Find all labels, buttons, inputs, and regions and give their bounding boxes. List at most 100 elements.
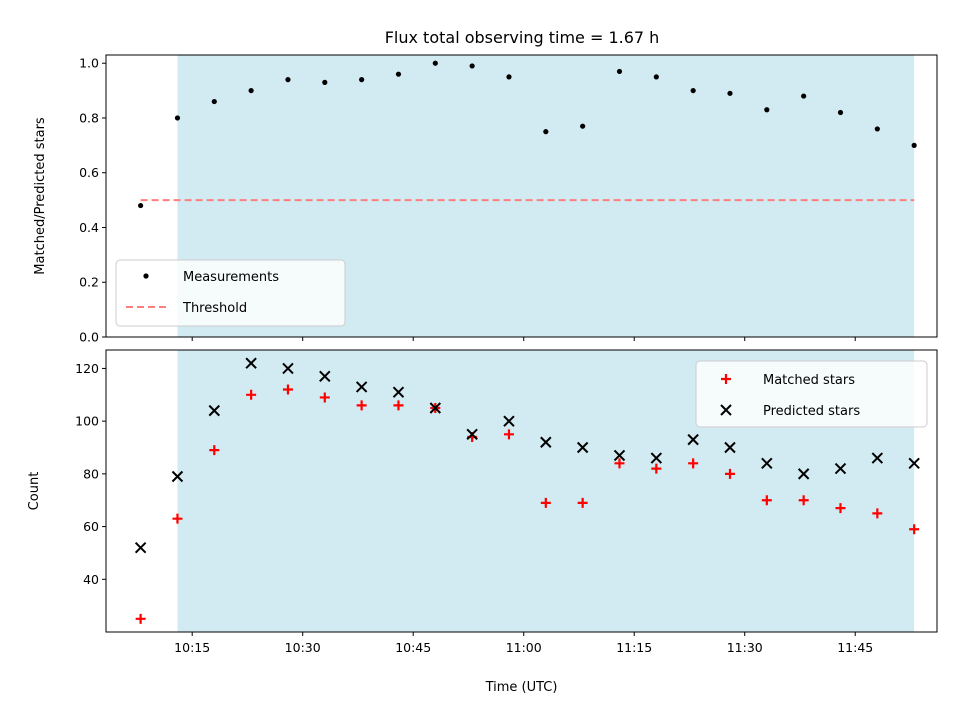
- chart-title: Flux total observing time = 1.67 h: [385, 28, 660, 47]
- measurement-point: [653, 74, 659, 80]
- y-tick-label: 0.4: [79, 220, 99, 235]
- predicted-point: [319, 370, 331, 383]
- legend-box: [115, 259, 346, 327]
- measurement-point: [248, 87, 254, 94]
- predicted-point: [540, 436, 552, 448]
- predicted-point: [503, 415, 515, 427]
- y-tick-label: 1.0: [79, 56, 99, 71]
- predicted-point: [208, 404, 221, 417]
- matched-point: [909, 524, 920, 535]
- matched-point: [172, 513, 183, 524]
- legend: Measurements Threshold: [115, 259, 346, 327]
- x-tick-label: 11:45: [837, 640, 873, 655]
- predicted-point: [761, 457, 773, 470]
- measurement-point: [432, 60, 438, 66]
- matched-point: [872, 508, 883, 519]
- matched-point: [761, 495, 772, 506]
- matched-point: [835, 503, 846, 514]
- measurement-point: [837, 109, 844, 116]
- matched-point: [135, 613, 146, 624]
- measurement-point: [174, 115, 181, 121]
- predicted-point: [466, 428, 478, 441]
- predicted-point: [834, 462, 847, 475]
- predicted-point: [724, 441, 736, 454]
- measurement-point: [138, 202, 144, 209]
- legend-label: Measurements: [183, 270, 279, 285]
- legend-predicted-marker: [720, 404, 732, 416]
- measurement-point: [801, 93, 807, 99]
- y-axis-label: Matched/Predicted stars: [33, 117, 48, 275]
- legend: Matched stars Predicted stars: [695, 360, 928, 428]
- matched-point: [614, 458, 625, 469]
- matched-point: [540, 497, 551, 508]
- legend-measurement-marker: [143, 273, 149, 279]
- predicted-point: [687, 433, 699, 446]
- predicted-point: [650, 452, 663, 464]
- measurement-point: [395, 71, 402, 77]
- y-tick-label: 0.8: [79, 110, 99, 125]
- measurement-point: [616, 68, 623, 75]
- x-tick-label: 11:00: [506, 640, 542, 655]
- matched-point: [651, 463, 662, 474]
- measurement-point: [911, 142, 917, 148]
- predicted-point: [871, 452, 884, 464]
- y-tick-label: 120: [75, 361, 99, 376]
- x-tick-label: 11:15: [616, 640, 652, 655]
- measurement-point: [690, 87, 696, 94]
- predicted-point: [282, 362, 294, 375]
- axes-frame: [105, 349, 938, 633]
- measurement-point: [506, 74, 512, 80]
- y-tick-label: 40: [83, 572, 99, 587]
- measurement-point: [469, 63, 475, 69]
- measurement-point: [285, 77, 291, 83]
- predicted-point: [134, 541, 147, 554]
- measurement-point: [874, 126, 880, 132]
- panel-ratio: 0.0 0.2 0.4 0.6 0.8 1.0 Matched/Predicted star…: [33, 54, 938, 345]
- x-tick-label: 10:45: [395, 640, 431, 655]
- matched-point: [246, 389, 257, 400]
- matched-point: [209, 445, 220, 456]
- predicted-point: [613, 449, 626, 462]
- predicted-point: [429, 402, 442, 414]
- y-tick-label: 60: [83, 519, 99, 534]
- matched-point: [503, 429, 514, 440]
- y-tick-label: 0.6: [79, 165, 99, 180]
- measurement-point: [359, 77, 365, 83]
- y-axis-label: Count: [27, 472, 42, 511]
- panel-count: 40 60 80 100 120 10:15 10:30 10:45 11:00 11:15 11:…: [27, 349, 938, 695]
- matched-point: [282, 384, 293, 395]
- matched-point: [319, 392, 330, 403]
- predicted-point: [797, 468, 810, 480]
- legend-label: Matched stars: [763, 373, 855, 388]
- measurement-point: [764, 107, 770, 113]
- measurement-point: [727, 90, 733, 96]
- y-tick-label: 0.2: [79, 275, 99, 290]
- legend-box: [695, 360, 928, 428]
- predicted-point: [245, 357, 257, 369]
- x-tick-label: 10:15: [174, 640, 210, 655]
- predicted-point: [576, 441, 589, 454]
- predicted-point: [908, 457, 920, 470]
- matched-point: [393, 400, 404, 411]
- legend-label: Predicted stars: [763, 404, 860, 419]
- x-tick-label: 10:30: [285, 640, 321, 655]
- measurement-point: [322, 79, 328, 85]
- legend-label: Threshold: [182, 301, 247, 316]
- x-tick-label: 11:30: [727, 640, 763, 655]
- y-tick-label: 100: [75, 414, 99, 429]
- y-tick-label: 0.0: [79, 330, 99, 345]
- y-tick-label: 80: [83, 466, 99, 481]
- axes-frame: [105, 54, 938, 338]
- predicted-point: [355, 381, 368, 393]
- legend-matched-marker: [721, 374, 731, 384]
- matched-point: [688, 458, 699, 469]
- measurement-point: [543, 129, 549, 135]
- matched-point: [356, 400, 367, 411]
- measurement-point: [580, 123, 586, 129]
- predicted-point: [171, 470, 184, 483]
- matched-point: [577, 497, 588, 508]
- predicted-point: [392, 386, 405, 398]
- x-axis-label: Time (UTC): [485, 680, 558, 695]
- matched-point: [798, 495, 809, 506]
